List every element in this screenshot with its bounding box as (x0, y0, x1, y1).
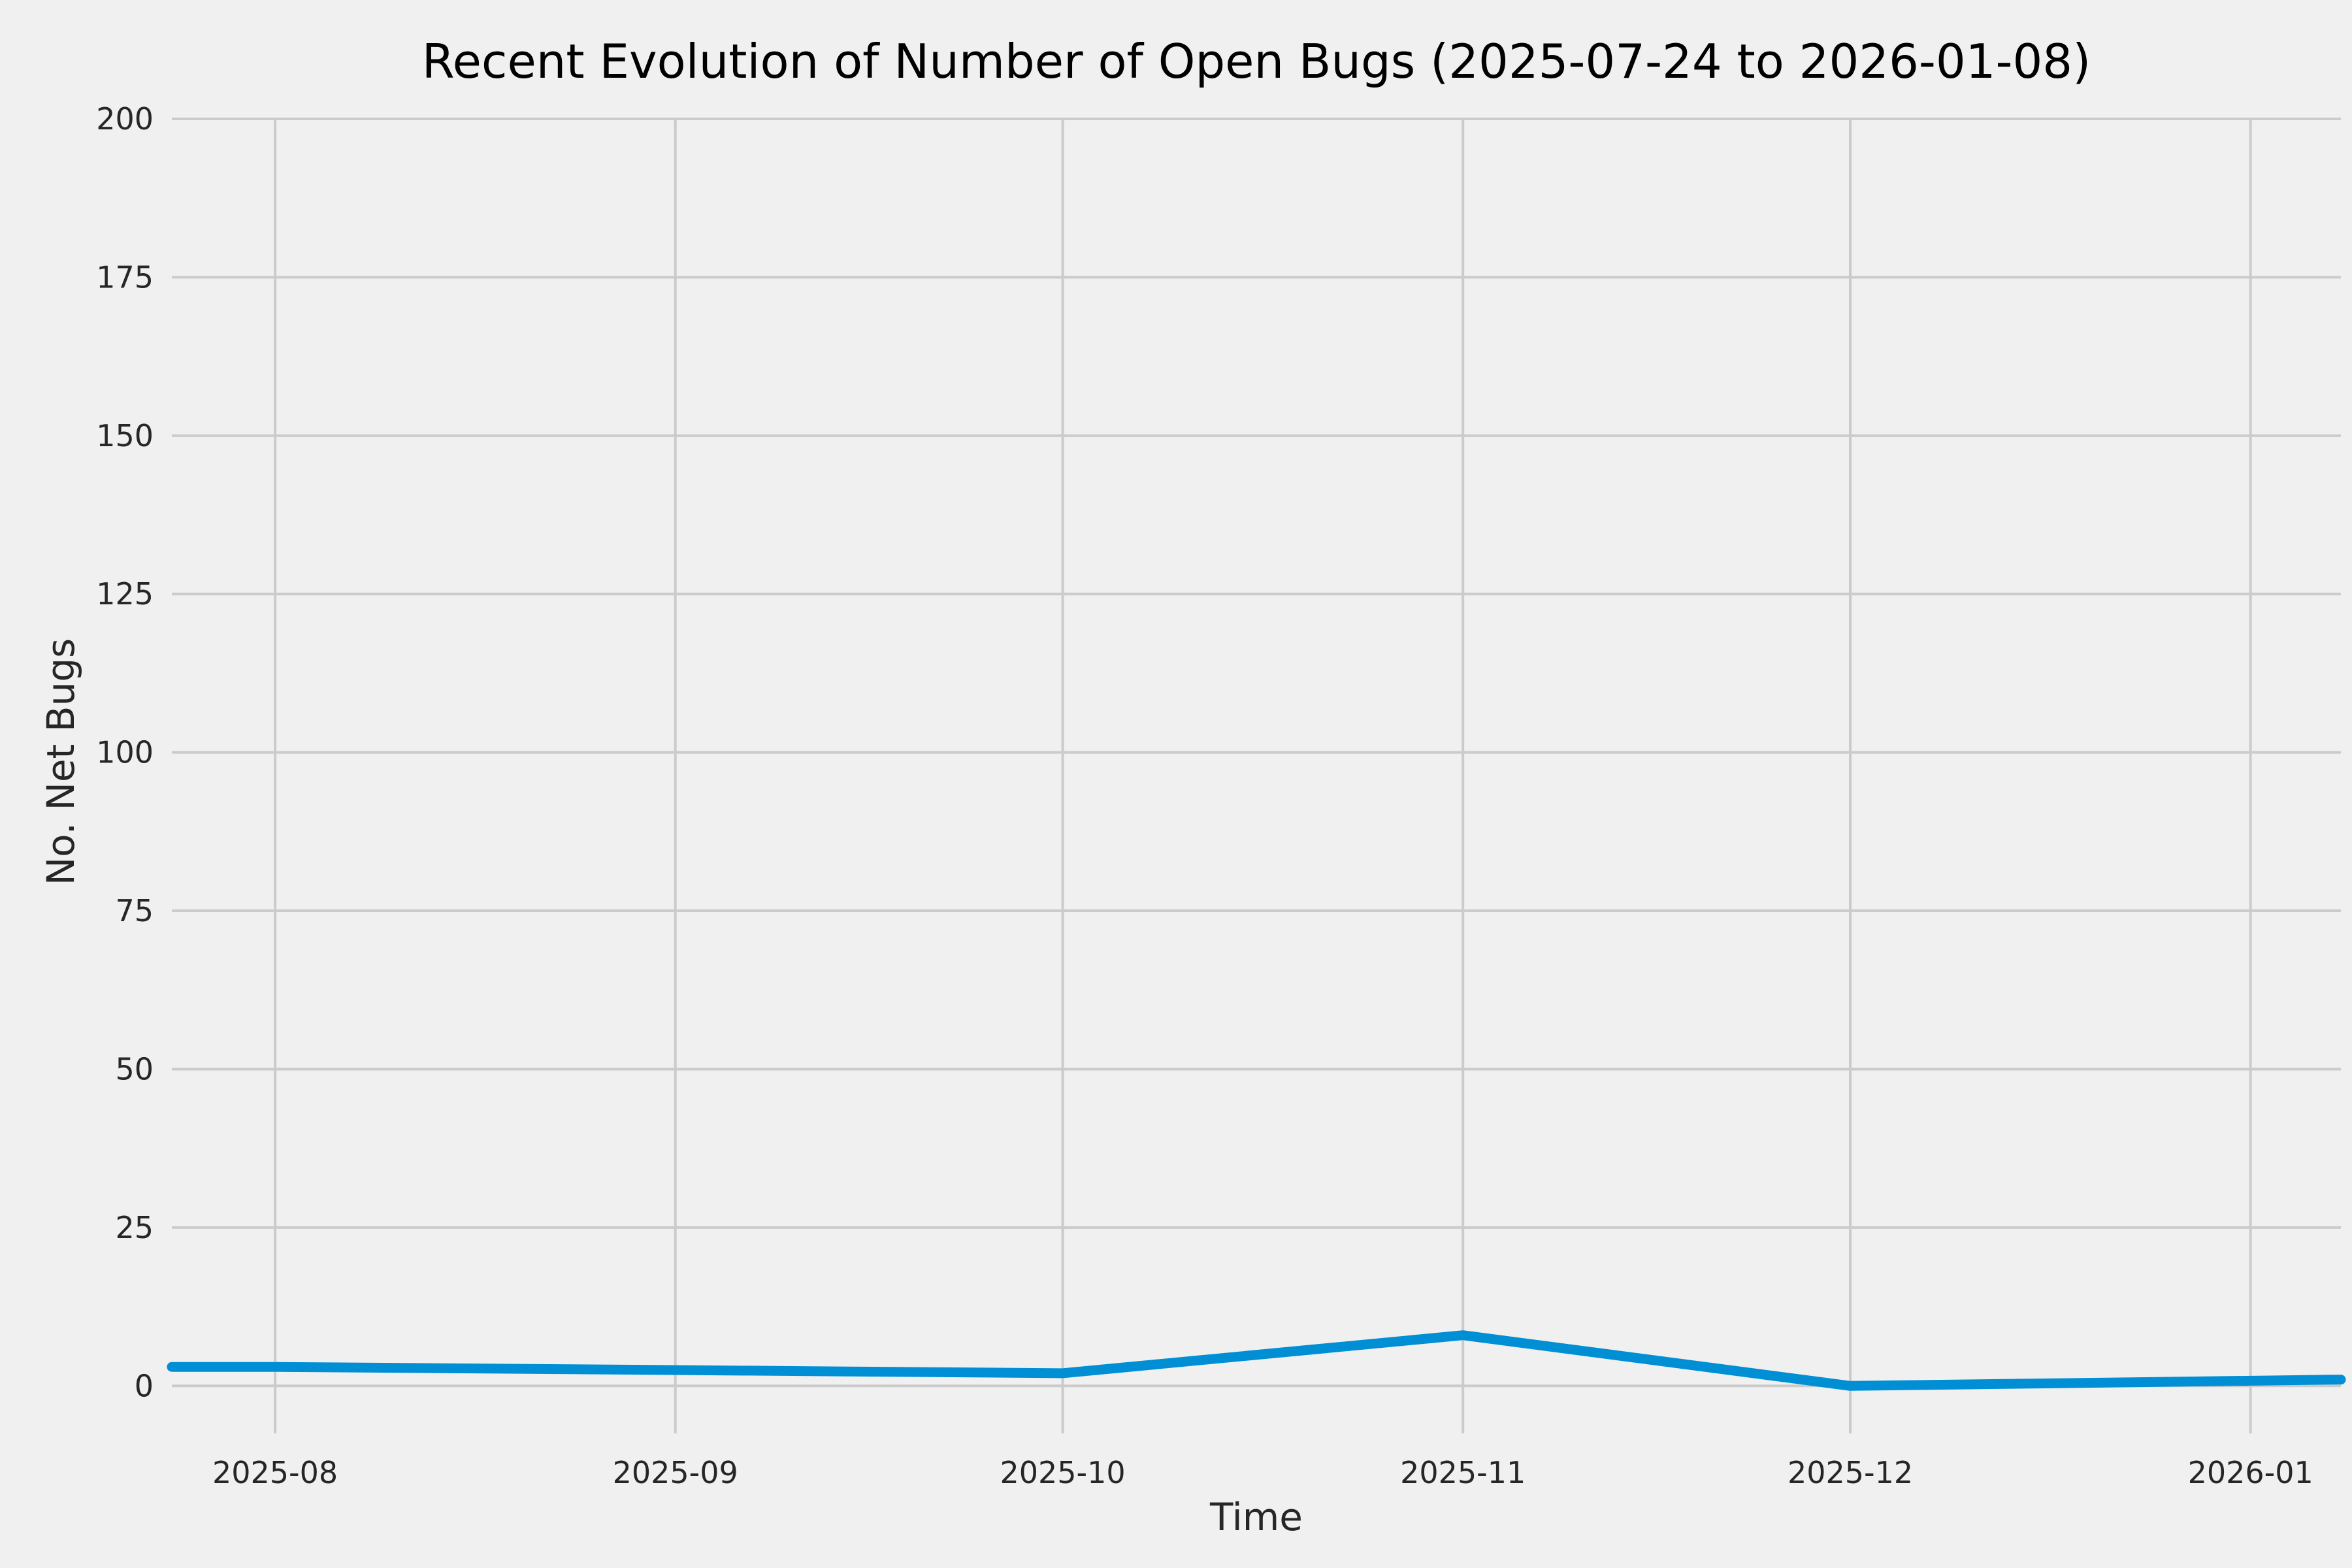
x-tick-label: 2025-11 (1400, 1455, 1526, 1490)
y-tick-label: 200 (96, 101, 154, 137)
y-tick-label: 150 (96, 418, 154, 453)
x-tick-label: 2025-10 (1000, 1455, 1125, 1490)
x-tick-label: 2025-12 (1788, 1455, 1913, 1490)
y-tick-label: 25 (115, 1210, 154, 1245)
chart-title: Recent Evolution of Number of Open Bugs … (421, 34, 2091, 89)
y-tick-label: 75 (115, 893, 154, 928)
x-tick-label: 2026-01 (2188, 1455, 2313, 1490)
y-tick-label: 100 (96, 735, 154, 770)
x-tick-label: 2025-08 (212, 1455, 338, 1490)
y-tick-label: 175 (96, 259, 154, 295)
y-tick-label: 125 (96, 576, 154, 612)
x-tick-label: 2025-09 (613, 1455, 738, 1490)
data-line (167, 1330, 2346, 1391)
y-tick-label: 50 (115, 1051, 154, 1086)
x-axis-label: Time (1210, 1495, 1303, 1539)
y-tick-label: 0 (135, 1368, 154, 1403)
